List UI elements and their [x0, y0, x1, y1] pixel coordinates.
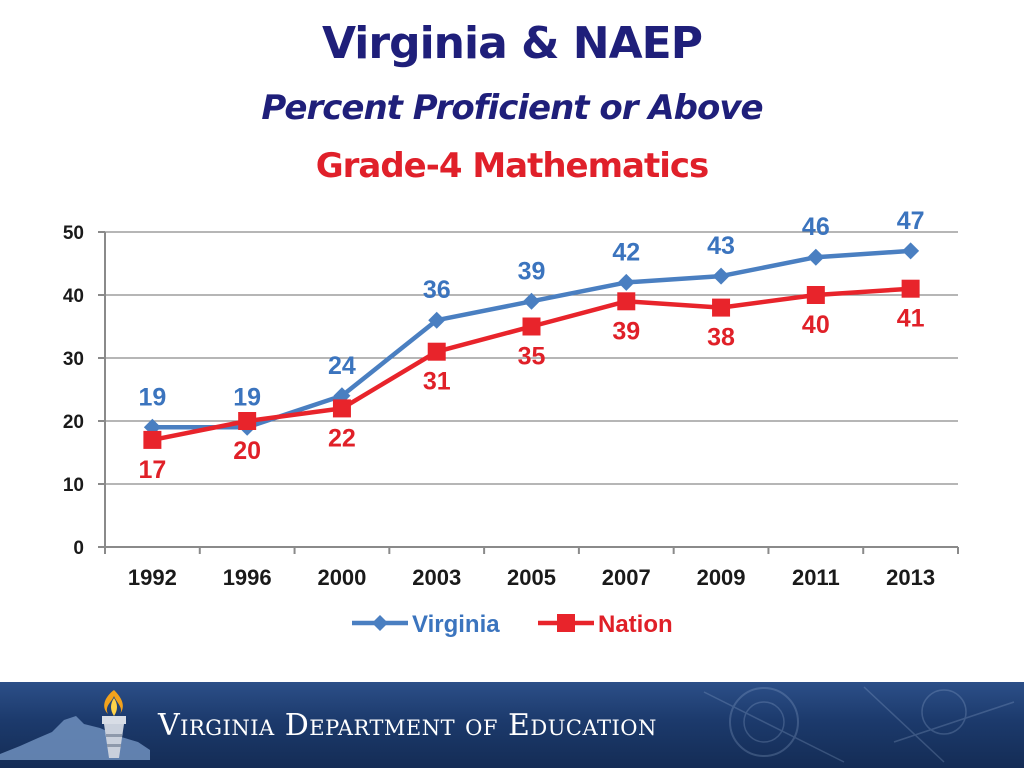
virginia-data-point [523, 292, 540, 310]
x-tick-label: 1996 [223, 565, 272, 590]
nation-data-point [806, 286, 825, 304]
footer-banner: Virginia Department of Education [0, 682, 1024, 768]
virginia-data-label: 19 [138, 383, 166, 411]
nation-legend-label: Nation [598, 611, 673, 638]
x-tick-label: 1992 [128, 565, 177, 590]
virginia-legend-marker [372, 615, 388, 631]
y-tick-label: 30 [63, 349, 84, 370]
virginia-data-point [807, 248, 825, 266]
nation-data-label: 41 [897, 305, 925, 333]
x-tick-label: 2009 [697, 565, 746, 590]
y-tick-label: 40 [63, 286, 84, 307]
virginia-data-label: 24 [328, 352, 356, 380]
y-tick-label: 50 [63, 223, 84, 244]
nation-data-label: 35 [518, 343, 546, 371]
nation-data-label: 38 [707, 324, 735, 352]
virginia-data-label: 47 [897, 207, 925, 235]
nation-legend-marker [557, 614, 575, 632]
nation-data-label: 40 [802, 311, 830, 339]
nation-data-point [901, 279, 920, 298]
virginia-data-point [617, 273, 635, 291]
nation-data-point [617, 292, 636, 311]
virginia-data-point [902, 242, 920, 260]
x-tick-label: 2000 [317, 565, 366, 590]
y-tick-label: 0 [73, 538, 84, 559]
slide-subject: Grade-4 Mathematics [315, 146, 710, 186]
virginia-data-label: 43 [707, 232, 735, 260]
nation-data-point [238, 412, 257, 430]
nation-data-point [712, 298, 731, 317]
slide-title: Virginia & NAEP [322, 18, 703, 69]
slide-subtitle: Percent Proficient or Above [261, 88, 763, 128]
y-tick-label: 20 [63, 412, 84, 433]
x-tick-label: 2011 [792, 565, 840, 590]
nation-data-label: 22 [328, 424, 356, 452]
virginia-data-point [428, 311, 446, 329]
virginia-data-label: 36 [423, 276, 451, 304]
x-tick-label: 2005 [507, 565, 556, 590]
virginia-data-label: 19 [233, 383, 261, 411]
y-tick-label: 10 [63, 475, 84, 496]
nation-data-label: 17 [138, 456, 166, 484]
x-tick-label: 2013 [886, 565, 935, 590]
torch-icon [102, 690, 126, 758]
nation-data-point [427, 342, 446, 361]
virginia-data-label: 39 [518, 257, 546, 285]
nation-data-label: 31 [423, 368, 451, 396]
nation-data-point [143, 430, 162, 449]
organization-name: Virginia Department of Education [158, 708, 657, 743]
nation-data-point [522, 317, 541, 336]
footer-decoration [703, 686, 1015, 763]
nation-data-point [332, 399, 351, 418]
x-tick-label: 2007 [602, 565, 651, 590]
nation-data-label: 20 [233, 437, 261, 465]
virginia-legend-label: Virginia [412, 611, 500, 638]
nation-data-label: 39 [612, 317, 640, 345]
virginia-data-label: 46 [802, 213, 830, 241]
x-tick-label: 2003 [412, 565, 461, 590]
virginia-data-point [712, 267, 730, 285]
line-chart: 0 10 20 30 40 50 1992 1996 2000 2003 2005 2007 2009 2… [63, 207, 959, 638]
virginia-data-label: 42 [612, 238, 640, 266]
